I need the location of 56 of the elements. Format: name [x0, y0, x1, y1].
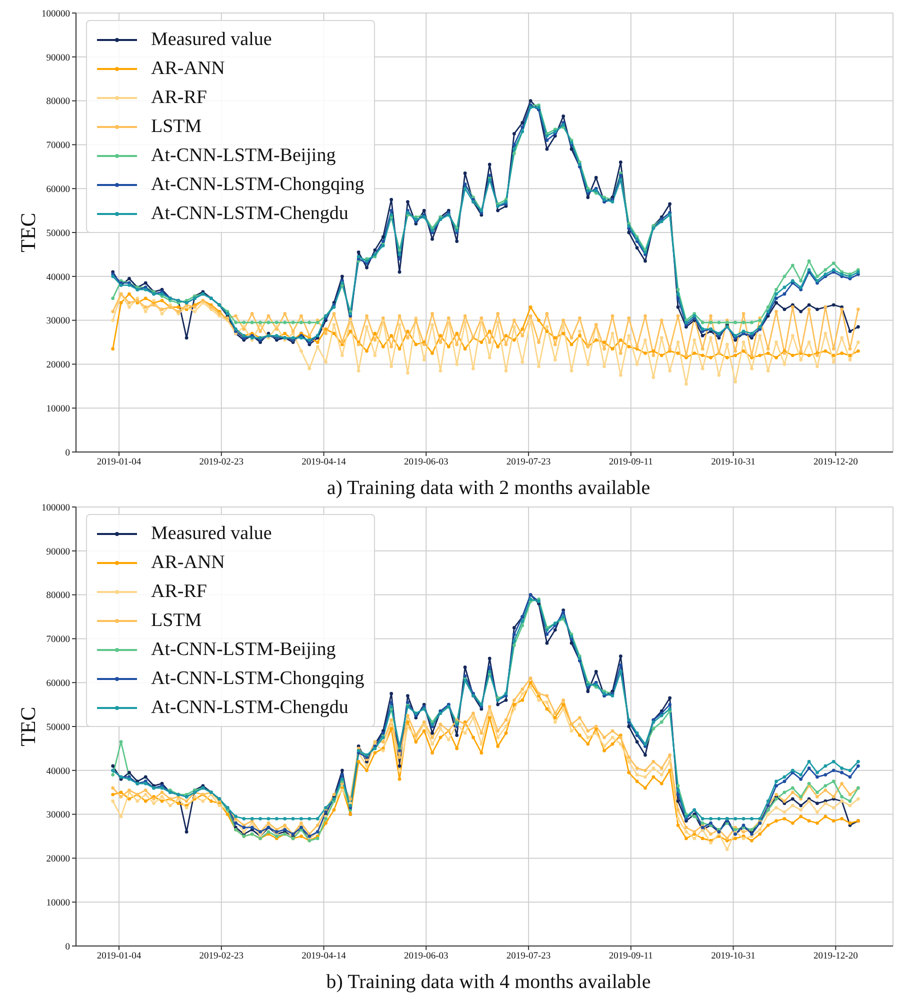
legend-label: At-CNN-LSTM-Beijing: [151, 638, 336, 660]
legend-label: AR-RF: [151, 86, 207, 108]
y-tick-label: 100000: [42, 503, 70, 514]
x-tick-label: 2019-09-11: [608, 458, 654, 468]
y-tick-label: 30000: [46, 316, 70, 327]
legend-label: At-CNN-LSTM-Chengdu: [151, 696, 348, 718]
y-tick-label: 50000: [46, 228, 70, 239]
y-tick-label: 90000: [46, 53, 70, 64]
y-tick-label: 60000: [46, 184, 70, 195]
y-tick-label: 80000: [46, 591, 70, 602]
x-tick-label: 2019-01-04: [96, 458, 142, 468]
y-tick-label: 20000: [46, 360, 70, 371]
x-tick-label: 2019-10-31: [711, 458, 756, 468]
y-tick-label: 0: [65, 942, 70, 952]
y-tick-label: 40000: [46, 766, 70, 777]
y-tick-label: 40000: [46, 272, 70, 283]
text: a) Training data with 2 months available: [326, 476, 652, 501]
y-tick-label: 0: [65, 448, 70, 458]
x-tick-label: 2019-07-23: [506, 952, 551, 962]
y-tick-label: 90000: [46, 547, 70, 558]
x-tick-label: 2019-07-23: [506, 458, 551, 468]
legend-label: At-CNN-LSTM-Chongqing: [151, 668, 364, 690]
text: b) Training data with 4 months available: [325, 970, 652, 995]
y-tick-label: 70000: [46, 635, 70, 646]
y-tick-label: 10000: [46, 404, 70, 414]
x-tick-label: 2019-04-14: [302, 458, 346, 468]
y-tick-label: 60000: [46, 678, 70, 689]
legend-label: AR-RF: [151, 580, 207, 602]
x-tick-label: 2019-12-20: [814, 952, 858, 962]
y-tick-label: 50000: [46, 722, 70, 733]
y-axis-title: TEC: [16, 706, 40, 746]
x-tick-label: 2019-06-03: [404, 952, 449, 962]
y-tick-label: 20000: [46, 854, 70, 865]
y-tick-label: 70000: [46, 141, 70, 152]
legend-label: LSTM: [151, 610, 202, 632]
x-tick-label: 2019-09-11: [608, 952, 654, 962]
x-tick-label: 2019-10-31: [711, 952, 756, 962]
y-tick-label: 10000: [46, 898, 70, 908]
legend-label: Measured value: [151, 522, 272, 544]
legend-label: At-CNN-LSTM-Chengdu: [151, 202, 348, 224]
legend-label: AR-ANN: [151, 552, 225, 574]
x-tick-label: 2019-12-20: [814, 458, 858, 468]
x-tick-label: 2019-06-03: [404, 458, 449, 468]
legend-label: AR-ANN: [151, 58, 225, 80]
x-tick-label: 2019-04-14: [302, 952, 346, 962]
y-tick-label: 100000: [42, 9, 70, 20]
y-axis-title: TEC: [16, 212, 40, 252]
x-tick-label: 2019-01-04: [96, 952, 142, 962]
legend-label: At-CNN-LSTM-Beijing: [151, 144, 336, 166]
x-tick-label: 2019-02-23: [199, 952, 244, 962]
legend-label: At-CNN-LSTM-Chongqing: [151, 174, 364, 196]
y-tick-label: 80000: [46, 97, 70, 108]
y-tick-label: 30000: [46, 810, 70, 821]
legend-label: LSTM: [151, 116, 202, 138]
legend-label: Measured value: [151, 28, 272, 50]
x-tick-label: 2019-02-23: [199, 458, 244, 468]
